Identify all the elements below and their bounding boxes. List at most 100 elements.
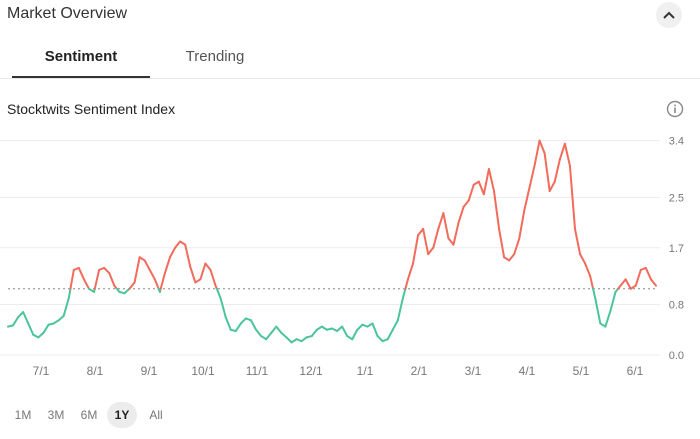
series-segment (548, 180, 556, 193)
tab-trending[interactable]: Trending (185, 48, 245, 65)
series-segment (265, 331, 273, 341)
range-all-button[interactable]: All (149, 408, 163, 422)
x-tick-label: 10/1 (191, 364, 215, 378)
series-segment (37, 331, 45, 339)
series-segment (275, 325, 283, 334)
x-tick-label: 8/1 (87, 364, 104, 378)
series-segment (341, 325, 349, 338)
series-segment (589, 275, 595, 290)
series-segment (234, 322, 242, 333)
series-segment (406, 262, 414, 281)
series-segment (93, 268, 101, 290)
series-segment (442, 212, 450, 240)
chevron-up-icon (663, 11, 675, 19)
series-segment (558, 142, 566, 161)
range-3m-button[interactable]: 3M (47, 408, 65, 422)
series-segment (108, 272, 116, 287)
series-segment (17, 311, 25, 319)
series-segment (462, 199, 470, 208)
x-tick-label: 7/1 (33, 364, 50, 378)
x-tick-label: 1/1 (357, 364, 374, 378)
series-segment (69, 268, 75, 290)
series-segment (457, 205, 465, 224)
page-title: Market Overview (7, 5, 128, 22)
series-segment (493, 190, 501, 230)
series-segment (239, 317, 247, 325)
series-segment (336, 325, 344, 333)
series-segment (67, 287, 72, 300)
series-segment (528, 164, 536, 189)
series-segment (487, 167, 495, 193)
tab-sentiment[interactable]: Sentiment (12, 36, 150, 78)
series-segment (644, 266, 652, 281)
series-segment (77, 266, 85, 281)
series-segment (523, 186, 531, 211)
series-segment (128, 281, 136, 290)
x-tick-label: 12/1 (299, 364, 323, 378)
series-segment (163, 256, 171, 275)
series-segment (553, 158, 561, 183)
series-segment (351, 328, 359, 341)
series-segment (285, 336, 293, 344)
series-segment (518, 208, 526, 240)
series-segment (574, 227, 582, 256)
series-segment (427, 246, 435, 256)
series-segment (579, 253, 587, 265)
series-segment (204, 262, 212, 271)
series-segment (498, 227, 506, 259)
series-segment (412, 234, 420, 265)
x-tick-label: 3/1 (465, 364, 482, 378)
series-segment (123, 287, 131, 295)
series-segment (22, 311, 30, 325)
series-segment (447, 237, 455, 246)
series-segment (356, 323, 364, 331)
series-segment (143, 259, 151, 271)
series-segment (386, 328, 394, 341)
series-segment (300, 336, 308, 343)
series-segment (452, 221, 460, 246)
series-segment (619, 278, 627, 287)
series-segment (310, 328, 318, 338)
series-segment (215, 287, 222, 300)
series-segment (649, 278, 657, 287)
series-segment (584, 262, 592, 278)
collapse-button[interactable] (656, 2, 682, 28)
range-1y-button[interactable]: 1Y (107, 402, 137, 428)
series-segment (153, 278, 160, 290)
series-segment (538, 139, 546, 155)
range-1m-button[interactable]: 1M (14, 408, 32, 422)
y-tick-label: 3.4 (669, 136, 684, 148)
series-segment (82, 278, 90, 290)
series-segment (103, 266, 111, 275)
series-segment (159, 272, 166, 290)
series-segment (189, 265, 197, 284)
series-segment (219, 297, 227, 319)
series-segment (533, 139, 541, 167)
series-segment (432, 227, 440, 249)
series-segment (624, 278, 632, 290)
series-segment (224, 316, 232, 331)
x-tick-label: 4/1 (519, 364, 536, 378)
y-tick-label: 0.0 (669, 350, 684, 362)
series-segment (604, 309, 612, 328)
series-segment (169, 246, 177, 259)
series-segment (404, 278, 409, 290)
tab-bar: Sentiment Trending (0, 36, 700, 79)
series-segment (250, 319, 258, 331)
series-segment (270, 325, 278, 334)
chart-title: Stocktwits Sentiment Index (7, 101, 176, 117)
info-button[interactable] (666, 100, 684, 118)
series-segment (280, 331, 288, 339)
series-segment (467, 183, 475, 202)
y-tick-label: 0.8 (669, 300, 684, 312)
series-segment (371, 322, 379, 338)
range-6m-button[interactable]: 6M (80, 408, 98, 422)
series-segment (133, 256, 141, 284)
series-segment (174, 240, 182, 249)
series-segment (57, 314, 65, 322)
sentiment-chart: 3.4 2.5 1.7 0.8 0.0 7/1 8/1 9/1 10/1 11/1 12/1 1/1 2… (0, 136, 684, 378)
series-segment (184, 243, 192, 268)
series-segment (391, 319, 399, 331)
series-segment (376, 335, 384, 343)
series-segment (199, 262, 207, 281)
